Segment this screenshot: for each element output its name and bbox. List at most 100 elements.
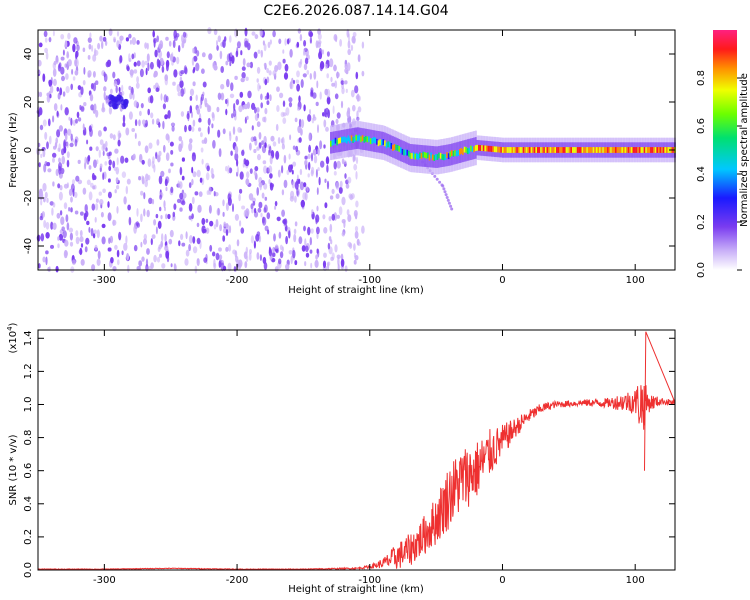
spectrogram-noise-cell — [89, 93, 94, 102]
spectrogram-noise-cell — [144, 145, 149, 154]
spectrogram-noise-cell — [293, 79, 295, 85]
spectrogram-trace-cell — [667, 147, 670, 153]
x-tick-label: 0 — [499, 275, 505, 286]
spectrogram-noise-cell — [99, 199, 104, 206]
spectrogram-noise-cell — [326, 180, 330, 190]
spectrogram-trace-cell — [524, 147, 527, 153]
spectrogram-noise-cell — [166, 51, 170, 59]
spectrogram-noise-cell — [83, 67, 86, 75]
spectrogram-noise-cell — [288, 153, 291, 160]
spectrogram-noise-cell — [292, 145, 296, 150]
spectrogram-tail-cell — [447, 201, 451, 205]
spectrogram-noise-cell — [128, 33, 132, 39]
spectrogram-noise-cell — [90, 104, 95, 111]
spectrogram-noise-cell — [69, 232, 73, 241]
spectrogram-trace-cell — [395, 144, 398, 151]
snr-scale-label: (x104) — [6, 322, 19, 353]
spectrogram-trace-cell — [406, 149, 409, 156]
spectrogram-noise-cell — [110, 88, 113, 95]
spectrogram-trace-cell — [501, 147, 504, 153]
spectrogram-noise-cell — [294, 221, 298, 227]
spectrogram-noise-cell — [236, 40, 242, 48]
spectrogram-noise-cell — [163, 144, 166, 153]
spectrogram-trace-cell — [446, 152, 449, 158]
spectrogram-noise-cell — [95, 203, 99, 211]
spectrogram-trace-cell — [347, 135, 350, 142]
spectrogram-noise-cell — [253, 240, 256, 249]
spectrogram-noise-cell — [251, 208, 254, 214]
spectrogram-noise-cell — [63, 183, 69, 189]
spectrogram-noise-cell — [296, 41, 300, 48]
spectrogram-noise-cell — [44, 131, 48, 140]
spectrogram-noise-cell — [179, 181, 183, 189]
spectrogram-noise-cell — [84, 204, 88, 213]
spectrogram-noise-cell — [253, 148, 257, 154]
spectrogram-trace-cell — [618, 147, 621, 153]
spectrogram-noise-cell — [182, 31, 187, 38]
spectrogram-noise-cell — [218, 260, 221, 268]
spectrogram-noise-cell — [278, 258, 282, 265]
spectrogram-noise-cell — [109, 133, 114, 139]
spectrogram-noise-cell — [88, 43, 92, 50]
spectrogram-noise-cell — [346, 62, 351, 72]
spectrogram-trace-cell — [615, 147, 617, 153]
spectrogram-noise-cell — [43, 30, 48, 38]
spectrogram-trace-cell — [353, 136, 356, 142]
snr-y-ticks: 0.0 0.2 0.4 0.6 0.8 1.0 1.2 1.4 — [23, 330, 675, 578]
spectrogram-noise-cell — [262, 216, 265, 224]
spectrogram-noise-cell — [354, 226, 359, 232]
spectrogram-noise-cell — [231, 55, 235, 63]
spectrogram-noise-cell — [181, 200, 186, 206]
spectrogram-noise-cell — [294, 260, 298, 266]
spectrogram-noise-cell — [276, 216, 281, 222]
spectrogram-noise-cell — [208, 105, 212, 113]
spectrogram-noise-cell — [58, 191, 63, 201]
spectrogram-noise-cell — [311, 209, 314, 215]
spectrogram-noise-cell — [176, 56, 180, 65]
spectrogram-noise-cell — [283, 218, 288, 226]
spectrogram-noise-cell — [306, 70, 310, 75]
spectrogram-noise-cell — [258, 182, 263, 188]
spectrogram-noise-cell — [213, 224, 217, 230]
spectrogram-noise-cell — [49, 93, 52, 99]
spectrogram-noise-cell — [179, 207, 183, 212]
spectrogram-trace-cell — [630, 147, 633, 153]
spectrogram-noise-cell — [167, 110, 171, 119]
spectrogram-trace-cell — [608, 147, 611, 153]
y-tick-label: 0.4 — [23, 496, 34, 512]
spectrogram-trace-cell — [492, 146, 495, 152]
spectrogram-noise-cell — [333, 64, 337, 70]
spectrogram-trace-cell — [508, 147, 511, 153]
spectrogram-noise-cell — [297, 106, 301, 111]
spectrogram-noise-cell — [59, 87, 63, 96]
spectrogram-noise-cell — [353, 163, 358, 171]
spectrogram-noise-cell — [70, 207, 73, 213]
spectrogram-noise-cell — [307, 114, 312, 122]
spectrogram-noise-cell — [165, 133, 170, 141]
spectrogram-noise-cell — [79, 247, 83, 256]
spectrogram-noise-cell — [249, 142, 252, 151]
spectrogram-noise-cell — [251, 102, 256, 110]
spectrogram-noise-cell — [158, 43, 163, 50]
spectrogram-noise-cell — [268, 60, 272, 66]
spectrogram-trace-cell — [400, 147, 402, 154]
spectrogram-noise-cell — [241, 205, 246, 210]
spectrogram-noise-cell — [144, 42, 148, 49]
spectrogram-noise-cell — [98, 149, 102, 158]
spectrogram-noise-cell — [107, 201, 110, 208]
spectrogram-noise-cell — [109, 235, 114, 244]
spectrogram-noise-cell — [273, 233, 276, 242]
spectrogram-noise-cell — [219, 50, 223, 60]
spectrogram-noise-cell — [50, 76, 53, 85]
spectrogram-noise-cell — [235, 99, 240, 106]
spectrogram-trace-cell — [419, 152, 422, 159]
spectrogram-trace-cell — [564, 147, 567, 153]
spectrogram-noise-cell — [225, 202, 229, 211]
spectrogram-noise-cell — [72, 76, 76, 81]
spectrogram-noise-cell — [58, 233, 64, 241]
spectrogram-noise-cell — [133, 69, 138, 74]
spectrogram-trace-cell — [344, 136, 347, 143]
spectrogram-noise-cell — [347, 107, 351, 115]
spectrogram-noise-cell — [248, 252, 252, 261]
spectrogram-noise-cell — [75, 236, 80, 245]
